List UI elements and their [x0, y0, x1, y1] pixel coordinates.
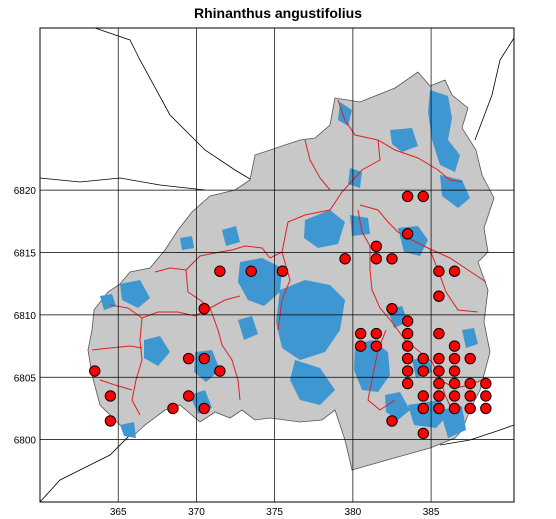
- occurrence-point: [182, 352, 195, 365]
- occurrence-point: [417, 365, 429, 377]
- occurrence-point: [401, 327, 414, 340]
- y-tick-label: 6820: [14, 186, 37, 197]
- occurrence-point: [401, 352, 414, 365]
- x-tick-labels: 365 370 375 380 385: [110, 507, 440, 518]
- x-tick-label: 380: [345, 507, 362, 518]
- occurrence-point: [401, 315, 414, 327]
- occurrence-point: [448, 340, 461, 352]
- occurrence-point: [89, 365, 101, 377]
- map-title: Rhinanthus angustifolius: [194, 5, 362, 21]
- occurrence-point: [401, 228, 414, 240]
- occurrence-point: [370, 253, 383, 265]
- occurrence-point: [433, 402, 445, 415]
- occurrence-point: [464, 377, 476, 390]
- occurrence-point: [214, 265, 226, 277]
- occurrence-point: [480, 377, 492, 390]
- occurrence-point: [104, 415, 117, 427]
- occurrence-point: [448, 377, 461, 390]
- occurrence-point: [182, 390, 195, 402]
- occurrence-point: [433, 377, 445, 390]
- occurrence-point: [276, 265, 289, 277]
- occurrence-points: [89, 190, 492, 440]
- x-tick-label: 370: [188, 507, 205, 518]
- occurrence-point: [370, 240, 383, 252]
- occurrence-point: [417, 427, 429, 440]
- occurrence-point: [104, 390, 117, 402]
- x-tick-label: 375: [266, 507, 283, 518]
- occurrence-point: [448, 402, 461, 415]
- land-area: [87, 71, 495, 471]
- occurrence-point: [433, 390, 445, 402]
- occurrence-point: [448, 265, 461, 277]
- occurrence-point: [464, 352, 476, 365]
- occurrence-point: [433, 365, 445, 377]
- occurrence-point: [448, 352, 461, 365]
- occurrence-point: [464, 402, 476, 415]
- occurrence-point: [386, 302, 398, 315]
- outer-boundary-lines: [40, 28, 514, 502]
- map-grid: [40, 28, 514, 502]
- occurrence-point: [448, 390, 461, 402]
- occurrence-point: [417, 352, 429, 365]
- occurrence-point: [433, 265, 445, 277]
- occurrence-point: [198, 402, 210, 415]
- occurrence-point: [370, 340, 383, 352]
- occurrence-point: [417, 390, 429, 402]
- x-tick-label: 365: [110, 507, 127, 518]
- occurrence-point: [198, 302, 210, 315]
- occurrence-point: [370, 327, 383, 340]
- occurrence-point: [167, 402, 179, 415]
- y-tick-label: 6800: [14, 436, 37, 447]
- occurrence-point: [354, 327, 367, 340]
- map-frame: [39, 27, 515, 503]
- x-tick-label: 385: [423, 507, 440, 518]
- occurrence-point: [417, 190, 429, 203]
- y-tick-label: 6810: [14, 311, 37, 322]
- occurrence-point: [433, 352, 445, 365]
- y-tick-label: 6815: [14, 249, 37, 260]
- occurrence-point: [198, 352, 210, 365]
- occurrence-point: [464, 390, 476, 402]
- y-tick-labels: 6800 6805 6810 6815 6820: [14, 186, 37, 446]
- occurrence-point: [401, 377, 414, 390]
- occurrence-point: [214, 365, 226, 377]
- y-tick-label: 6805: [14, 373, 37, 384]
- occurrence-point: [245, 265, 257, 277]
- occurrence-point: [401, 190, 414, 203]
- occurrence-point: [354, 340, 367, 352]
- occurrence-point: [480, 390, 492, 402]
- occurrence-point: [386, 415, 398, 427]
- occurrence-point: [433, 290, 445, 302]
- occurrence-point: [448, 365, 461, 377]
- occurrence-point: [401, 365, 414, 377]
- occurrence-point: [386, 253, 398, 265]
- occurrence-point: [417, 402, 429, 415]
- occurrence-point: [480, 402, 492, 415]
- occurrence-point: [401, 340, 414, 352]
- occurrence-point: [433, 327, 445, 340]
- occurrence-point: [339, 253, 351, 265]
